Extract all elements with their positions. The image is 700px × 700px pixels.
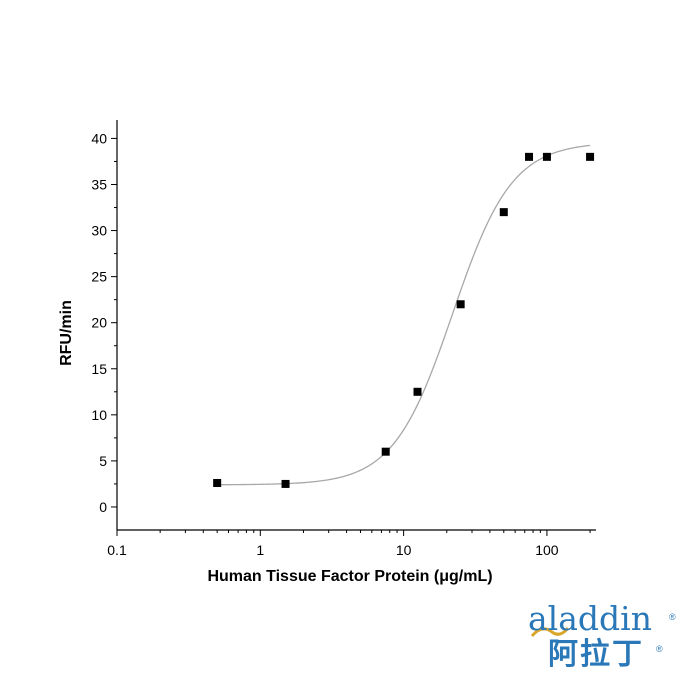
logo-chinese-name: 阿拉丁 (548, 637, 644, 672)
y-tick-label: 40 (91, 130, 107, 146)
x-tick-label: 10 (396, 542, 412, 558)
fit-curve-layer (217, 144, 591, 486)
y-tick-label: 35 (91, 176, 107, 192)
y-tick-label: 5 (99, 453, 107, 469)
data-point (381, 447, 390, 456)
data-point (413, 387, 422, 396)
data-point (525, 152, 534, 161)
data-point (586, 152, 595, 161)
logo-cn-registered-mark: ® (656, 644, 663, 654)
fit-curve (217, 144, 591, 486)
data-point (281, 479, 290, 488)
axes (116, 120, 596, 531)
data-points (213, 152, 595, 488)
y-tick-label: 10 (91, 407, 107, 423)
y-axis-title: RFU/min (58, 300, 75, 366)
logo-registered-mark: ® (669, 612, 676, 622)
y-tick-label: 15 (91, 361, 107, 377)
y-tick-label: 25 (91, 269, 107, 285)
data-point (456, 300, 465, 309)
x-tick-label: 1 (256, 542, 264, 558)
data-point (499, 208, 508, 217)
logo-wordmark: aladdin (528, 599, 652, 638)
x-tick-label: 0.1 (107, 542, 127, 558)
x-axis-title: Human Tissue Factor Protein (μg/mL) (207, 568, 492, 585)
logo-swoosh-icon (530, 627, 570, 637)
ticks: 0 5 10 15 20 25 30 35 40 0.1 1 10 100 (91, 130, 591, 558)
x-tick-label: 100 (535, 542, 559, 558)
y-tick-label: 0 (99, 499, 107, 515)
data-point (213, 479, 222, 488)
y-tick-label: 20 (91, 315, 107, 331)
data-point (542, 152, 551, 161)
y-tick-label: 30 (91, 223, 107, 239)
